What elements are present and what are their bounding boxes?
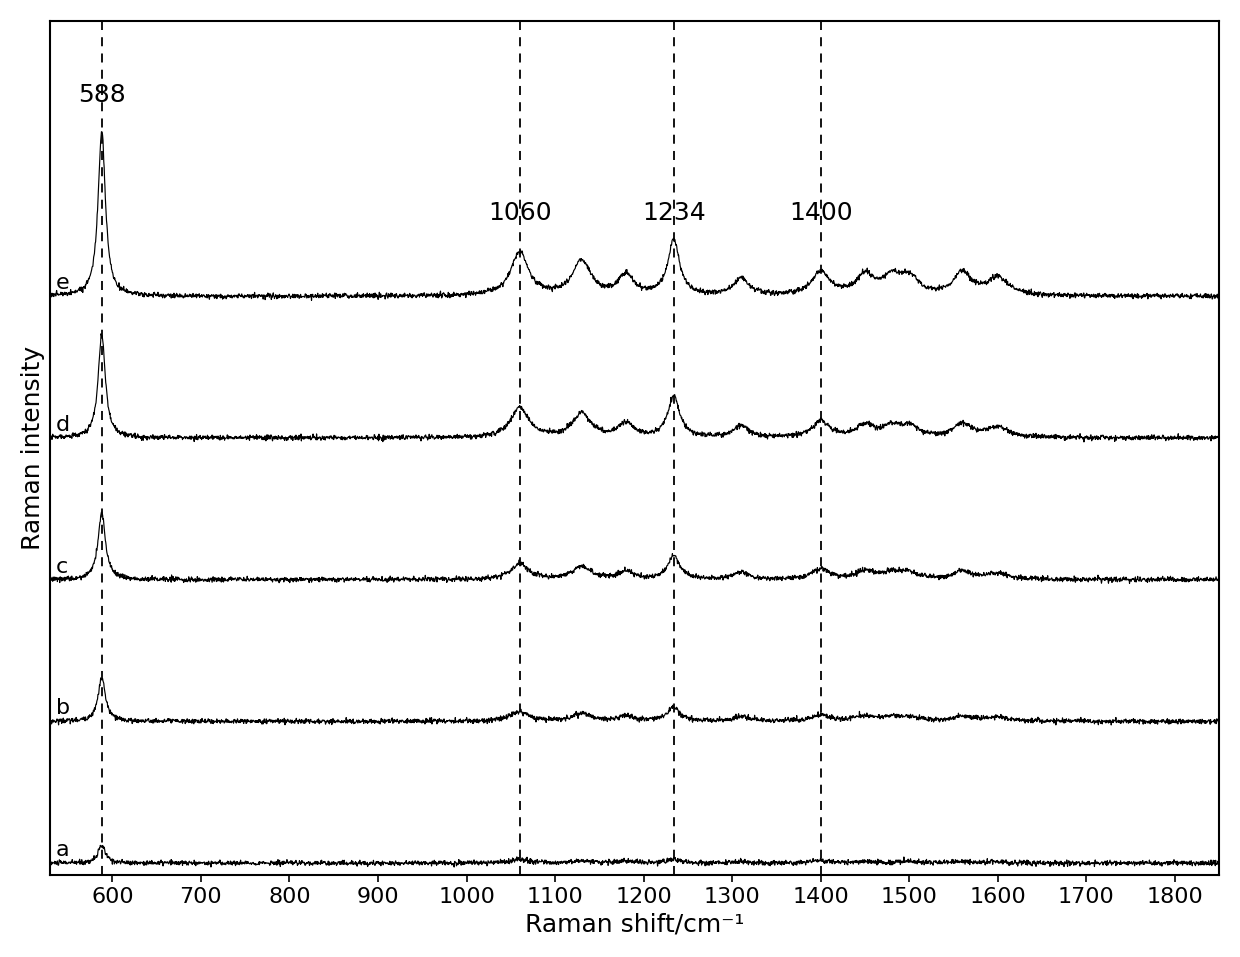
Text: 1400: 1400: [789, 202, 853, 226]
Text: b: b: [56, 699, 69, 718]
Text: 1234: 1234: [642, 202, 706, 226]
Text: 588: 588: [78, 83, 125, 107]
Text: e: e: [56, 273, 69, 293]
Text: a: a: [56, 840, 69, 859]
Text: c: c: [56, 557, 68, 576]
Text: d: d: [56, 414, 69, 434]
Text: 1060: 1060: [487, 202, 552, 226]
X-axis label: Raman shift/cm⁻¹: Raman shift/cm⁻¹: [525, 912, 744, 936]
Y-axis label: Raman intensity: Raman intensity: [21, 345, 45, 550]
